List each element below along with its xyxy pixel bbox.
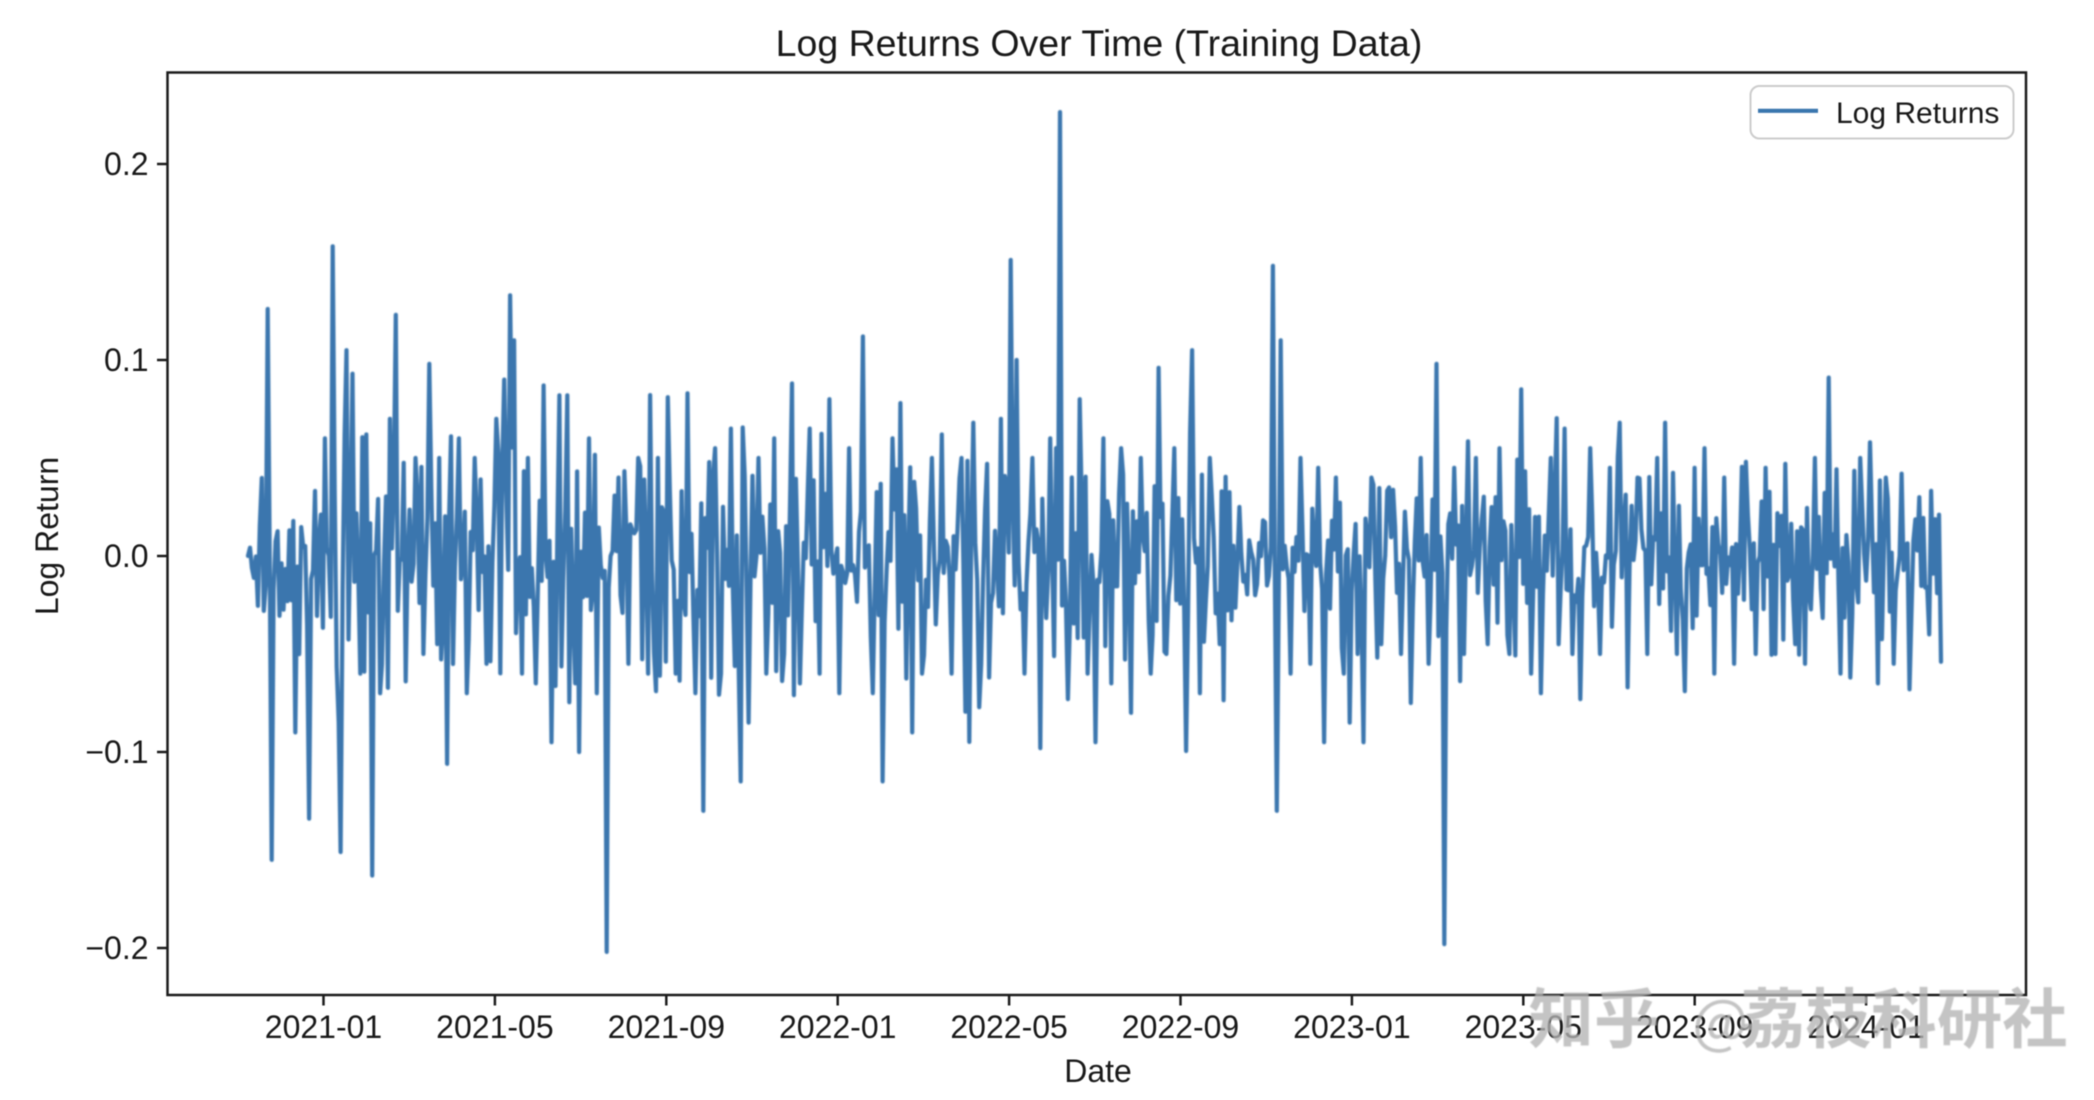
svg-text:2022-01: 2022-01 (779, 1009, 896, 1045)
svg-text:0.1: 0.1 (104, 342, 148, 378)
svg-text:2023-05: 2023-05 (1465, 1009, 1582, 1045)
svg-text:Log Returns Over Time (Trainin: Log Returns Over Time (Training Data) (776, 22, 1423, 64)
svg-text:2022-09: 2022-09 (1122, 1009, 1239, 1045)
svg-text:−0.1: −0.1 (85, 734, 148, 770)
svg-text:2021-09: 2021-09 (608, 1009, 725, 1045)
svg-text:−0.2: −0.2 (85, 930, 148, 966)
svg-text:Log Return: Log Return (29, 457, 65, 615)
svg-text:2023-01: 2023-01 (1293, 1009, 1410, 1045)
svg-text:2021-01: 2021-01 (265, 1009, 382, 1045)
svg-text:2023-09: 2023-09 (1636, 1009, 1753, 1045)
svg-text:Date: Date (1064, 1053, 1132, 1089)
svg-text:0.2: 0.2 (104, 146, 148, 182)
svg-text:2022-05: 2022-05 (950, 1009, 1067, 1045)
svg-text:2021-05: 2021-05 (436, 1009, 553, 1045)
svg-text:0.0: 0.0 (104, 538, 148, 574)
svg-text:Log Returns: Log Returns (1836, 97, 1999, 130)
